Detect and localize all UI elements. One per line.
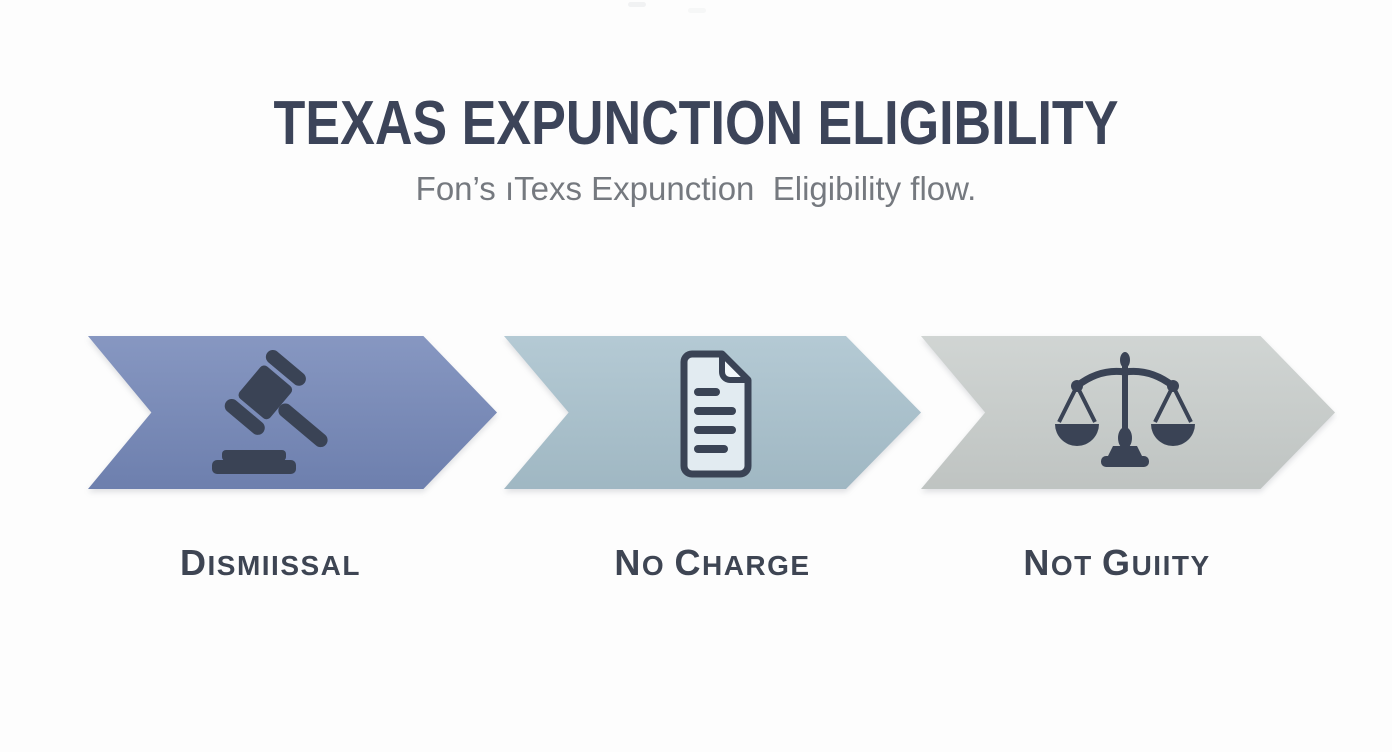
step-label-no-charge: NO CHARGE xyxy=(614,542,811,583)
chevron-shape-not-guilty xyxy=(921,336,1335,489)
step-label-dismissal: DISMIISSAL xyxy=(179,542,361,583)
chevron-wrap xyxy=(921,336,1335,489)
gavel-icon xyxy=(212,349,328,474)
chevron-shape-no-charge xyxy=(504,336,921,489)
chevron-shape-dismissal xyxy=(88,336,497,489)
page-subtitle: Fon’s ıTexs Expunction Eligibility flow. xyxy=(415,170,977,207)
step-label-not-guilty: NOT GUIITY xyxy=(1023,542,1211,583)
page-title: TEXAS EXPUNCTION ELIGIBILITY xyxy=(273,89,1119,158)
scales-icon xyxy=(1055,352,1195,467)
flow-step-dismissal: DISMIISSAL xyxy=(88,336,497,616)
top-edge-artifact xyxy=(628,2,646,7)
flow-step-not-guilty: NOT GUIITY xyxy=(921,336,1335,616)
document-icon xyxy=(680,350,752,478)
flow-step-no-charge: NO CHARGE xyxy=(504,336,921,616)
top-edge-artifact xyxy=(688,8,706,13)
chevron-wrap xyxy=(88,336,497,489)
chevron-wrap xyxy=(504,336,921,489)
